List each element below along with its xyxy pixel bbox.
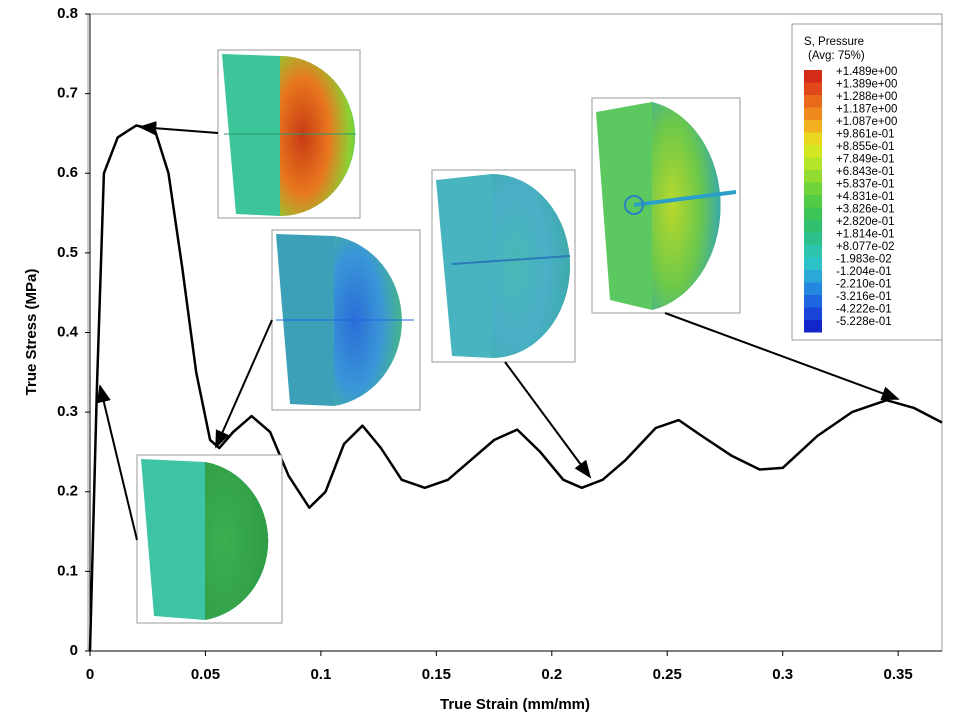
y-axis-title: True Stress (MPa) — [23, 269, 40, 396]
inset-late — [591, 97, 741, 314]
x-tick-label: 0 — [86, 666, 94, 683]
x-tick-label: 0.25 — [653, 666, 682, 683]
y-tick-label: 0.3 — [57, 403, 78, 420]
legend-swatch — [804, 282, 822, 295]
legend-label: +9.861e-01 — [836, 129, 895, 141]
legend-swatch — [804, 120, 822, 133]
legend-swatch — [804, 207, 822, 220]
legend-label: +1.489e+00 — [836, 66, 897, 78]
y-tick-label: 0.5 — [57, 244, 78, 261]
legend-swatch — [804, 132, 822, 145]
legend-label: -2.210e-01 — [836, 279, 892, 291]
legend-swatch — [804, 220, 822, 233]
legend-label: +1.814e-01 — [836, 229, 895, 241]
y-tick-label: 0.8 — [57, 5, 78, 22]
legend-label: +1.389e+00 — [836, 79, 897, 91]
legend-label: -1.204e-01 — [836, 266, 892, 278]
legend-swatch — [804, 307, 822, 320]
y-tick-label: 0.1 — [57, 562, 78, 579]
legend-label: -5.228e-01 — [836, 316, 892, 328]
y-tick-label: 0 — [70, 642, 78, 659]
legend-label: +4.831e-01 — [836, 191, 895, 203]
legend-label: +8.855e-01 — [836, 141, 895, 153]
legend-label: -1.983e-02 — [836, 254, 892, 266]
legend-swatch — [804, 82, 822, 95]
legend-swatch — [804, 182, 822, 195]
y-tick-label: 0.7 — [57, 85, 78, 102]
legend-label: +1.087e+00 — [836, 116, 897, 128]
legend-swatch — [804, 170, 822, 183]
legend-swatch — [804, 195, 822, 208]
legend-label: +2.820e-01 — [836, 216, 895, 228]
legend-swatch — [804, 145, 822, 158]
x-tick-label: 0.3 — [772, 666, 793, 683]
inset-mid — [431, 169, 576, 363]
arrows — [96, 121, 900, 541]
inset-valley — [271, 229, 421, 411]
legend-swatch — [804, 70, 822, 83]
x-tick-label: 0.05 — [191, 666, 220, 683]
inset-initial — [136, 454, 283, 624]
legend-swatch — [804, 270, 822, 283]
stress-curve — [88, 124, 943, 652]
legend-swatch — [804, 320, 822, 333]
legend-label: +6.843e-01 — [836, 166, 895, 178]
legend-swatch — [804, 295, 822, 308]
y-tick-label: 0.2 — [57, 483, 78, 500]
legend-swatch — [804, 245, 822, 258]
legend-label: +7.849e-01 — [836, 154, 895, 166]
legend-label: +1.288e+00 — [836, 91, 897, 103]
inset-peak — [217, 49, 361, 219]
legend-title: S, Pressure — [804, 36, 864, 48]
legend-swatch — [804, 257, 822, 270]
legend-swatch — [804, 232, 822, 245]
legend-swatch — [804, 157, 822, 170]
legend-swatch — [804, 95, 822, 108]
legend-label: +3.826e-01 — [836, 204, 895, 216]
legend-label: -3.216e-01 — [836, 291, 892, 303]
legend-swatch — [804, 107, 822, 120]
x-tick-label: 0.15 — [422, 666, 451, 683]
legend-label: +1.187e+00 — [836, 104, 897, 116]
x-tick-label: 0.35 — [884, 666, 913, 683]
y-tick-label: 0.4 — [57, 323, 79, 340]
legend-subtitle: (Avg: 75%) — [808, 50, 865, 62]
legend-label: +8.077e-02 — [836, 241, 895, 253]
y-tick-label: 0.6 — [57, 164, 78, 181]
x-tick-label: 0.1 — [310, 666, 331, 683]
legend-label: -4.222e-01 — [836, 304, 892, 316]
legend-label: +5.837e-01 — [836, 179, 895, 191]
x-axis-title: True Strain (mm/mm) — [440, 696, 590, 713]
x-tick-label: 0.2 — [541, 666, 562, 683]
legend: S, Pressure (Avg: 75%) +1.489e+00+1.389e… — [791, 23, 943, 341]
axes: 0 0.1 0.2 0.3 0.4 0.5 0.6 0.7 0.8 0 0.05 0.1 0.15 0.2… — [57, 5, 942, 683]
